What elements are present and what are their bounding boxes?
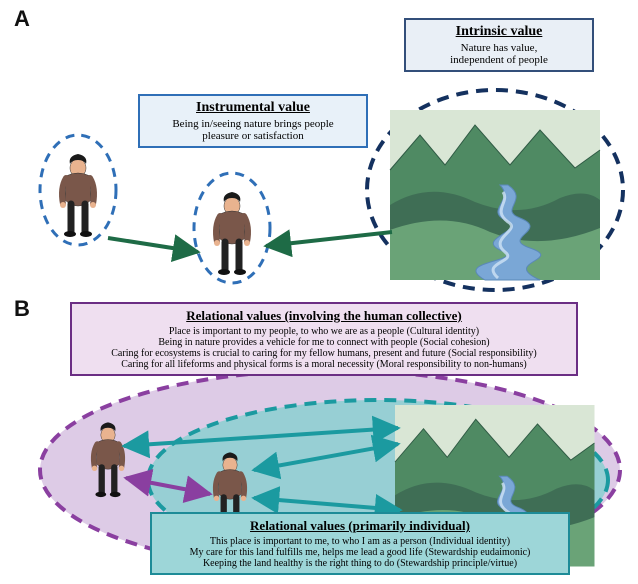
instrumental-line2: pleasure or satisfaction bbox=[148, 130, 358, 142]
rc-line-0: Place is important to my people, to who … bbox=[80, 326, 568, 337]
relational-collective-title: Relational values (involving the human c… bbox=[80, 308, 568, 324]
nature-scene-a bbox=[390, 110, 600, 280]
panel-a-label: A bbox=[14, 6, 30, 32]
relational-individual-title: Relational values (primarily individual) bbox=[160, 518, 560, 534]
intrinsic-line1: Nature has value, bbox=[414, 42, 584, 54]
instrumental-box: Instrumental value Being in/seeing natur… bbox=[138, 94, 368, 148]
rc-line-2: Caring for ecosystems is crucial to cari… bbox=[80, 348, 568, 359]
person-a2 bbox=[214, 192, 250, 275]
ri-line-2: Keeping the land healthy is the right th… bbox=[160, 558, 560, 569]
person-a1 bbox=[60, 154, 96, 237]
arrow-nature-to-person bbox=[266, 232, 392, 246]
arrow-person-to-person bbox=[108, 238, 198, 252]
diagram-canvas bbox=[0, 0, 638, 584]
ri-line-0: This place is important to me, to who I … bbox=[160, 536, 560, 547]
panel-b-label: B bbox=[14, 296, 30, 322]
ri-line-1: My care for this land fulfills me, helps… bbox=[160, 547, 560, 558]
relational-individual-box: Relational values (primarily individual)… bbox=[150, 512, 570, 575]
instrumental-line1: Being in/seeing nature brings people bbox=[148, 118, 358, 130]
instrumental-title: Instrumental value bbox=[148, 100, 358, 116]
intrinsic-title: Intrinsic value bbox=[414, 24, 584, 40]
intrinsic-box: Intrinsic value Nature has value, indepe… bbox=[404, 18, 594, 72]
rc-line-3: Caring for all lifeforms and physical fo… bbox=[80, 359, 568, 370]
intrinsic-line2: independent of people bbox=[414, 54, 584, 66]
rc-line-1: Being in nature provides a vehicle for m… bbox=[80, 337, 568, 348]
relational-collective-box: Relational values (involving the human c… bbox=[70, 302, 578, 376]
